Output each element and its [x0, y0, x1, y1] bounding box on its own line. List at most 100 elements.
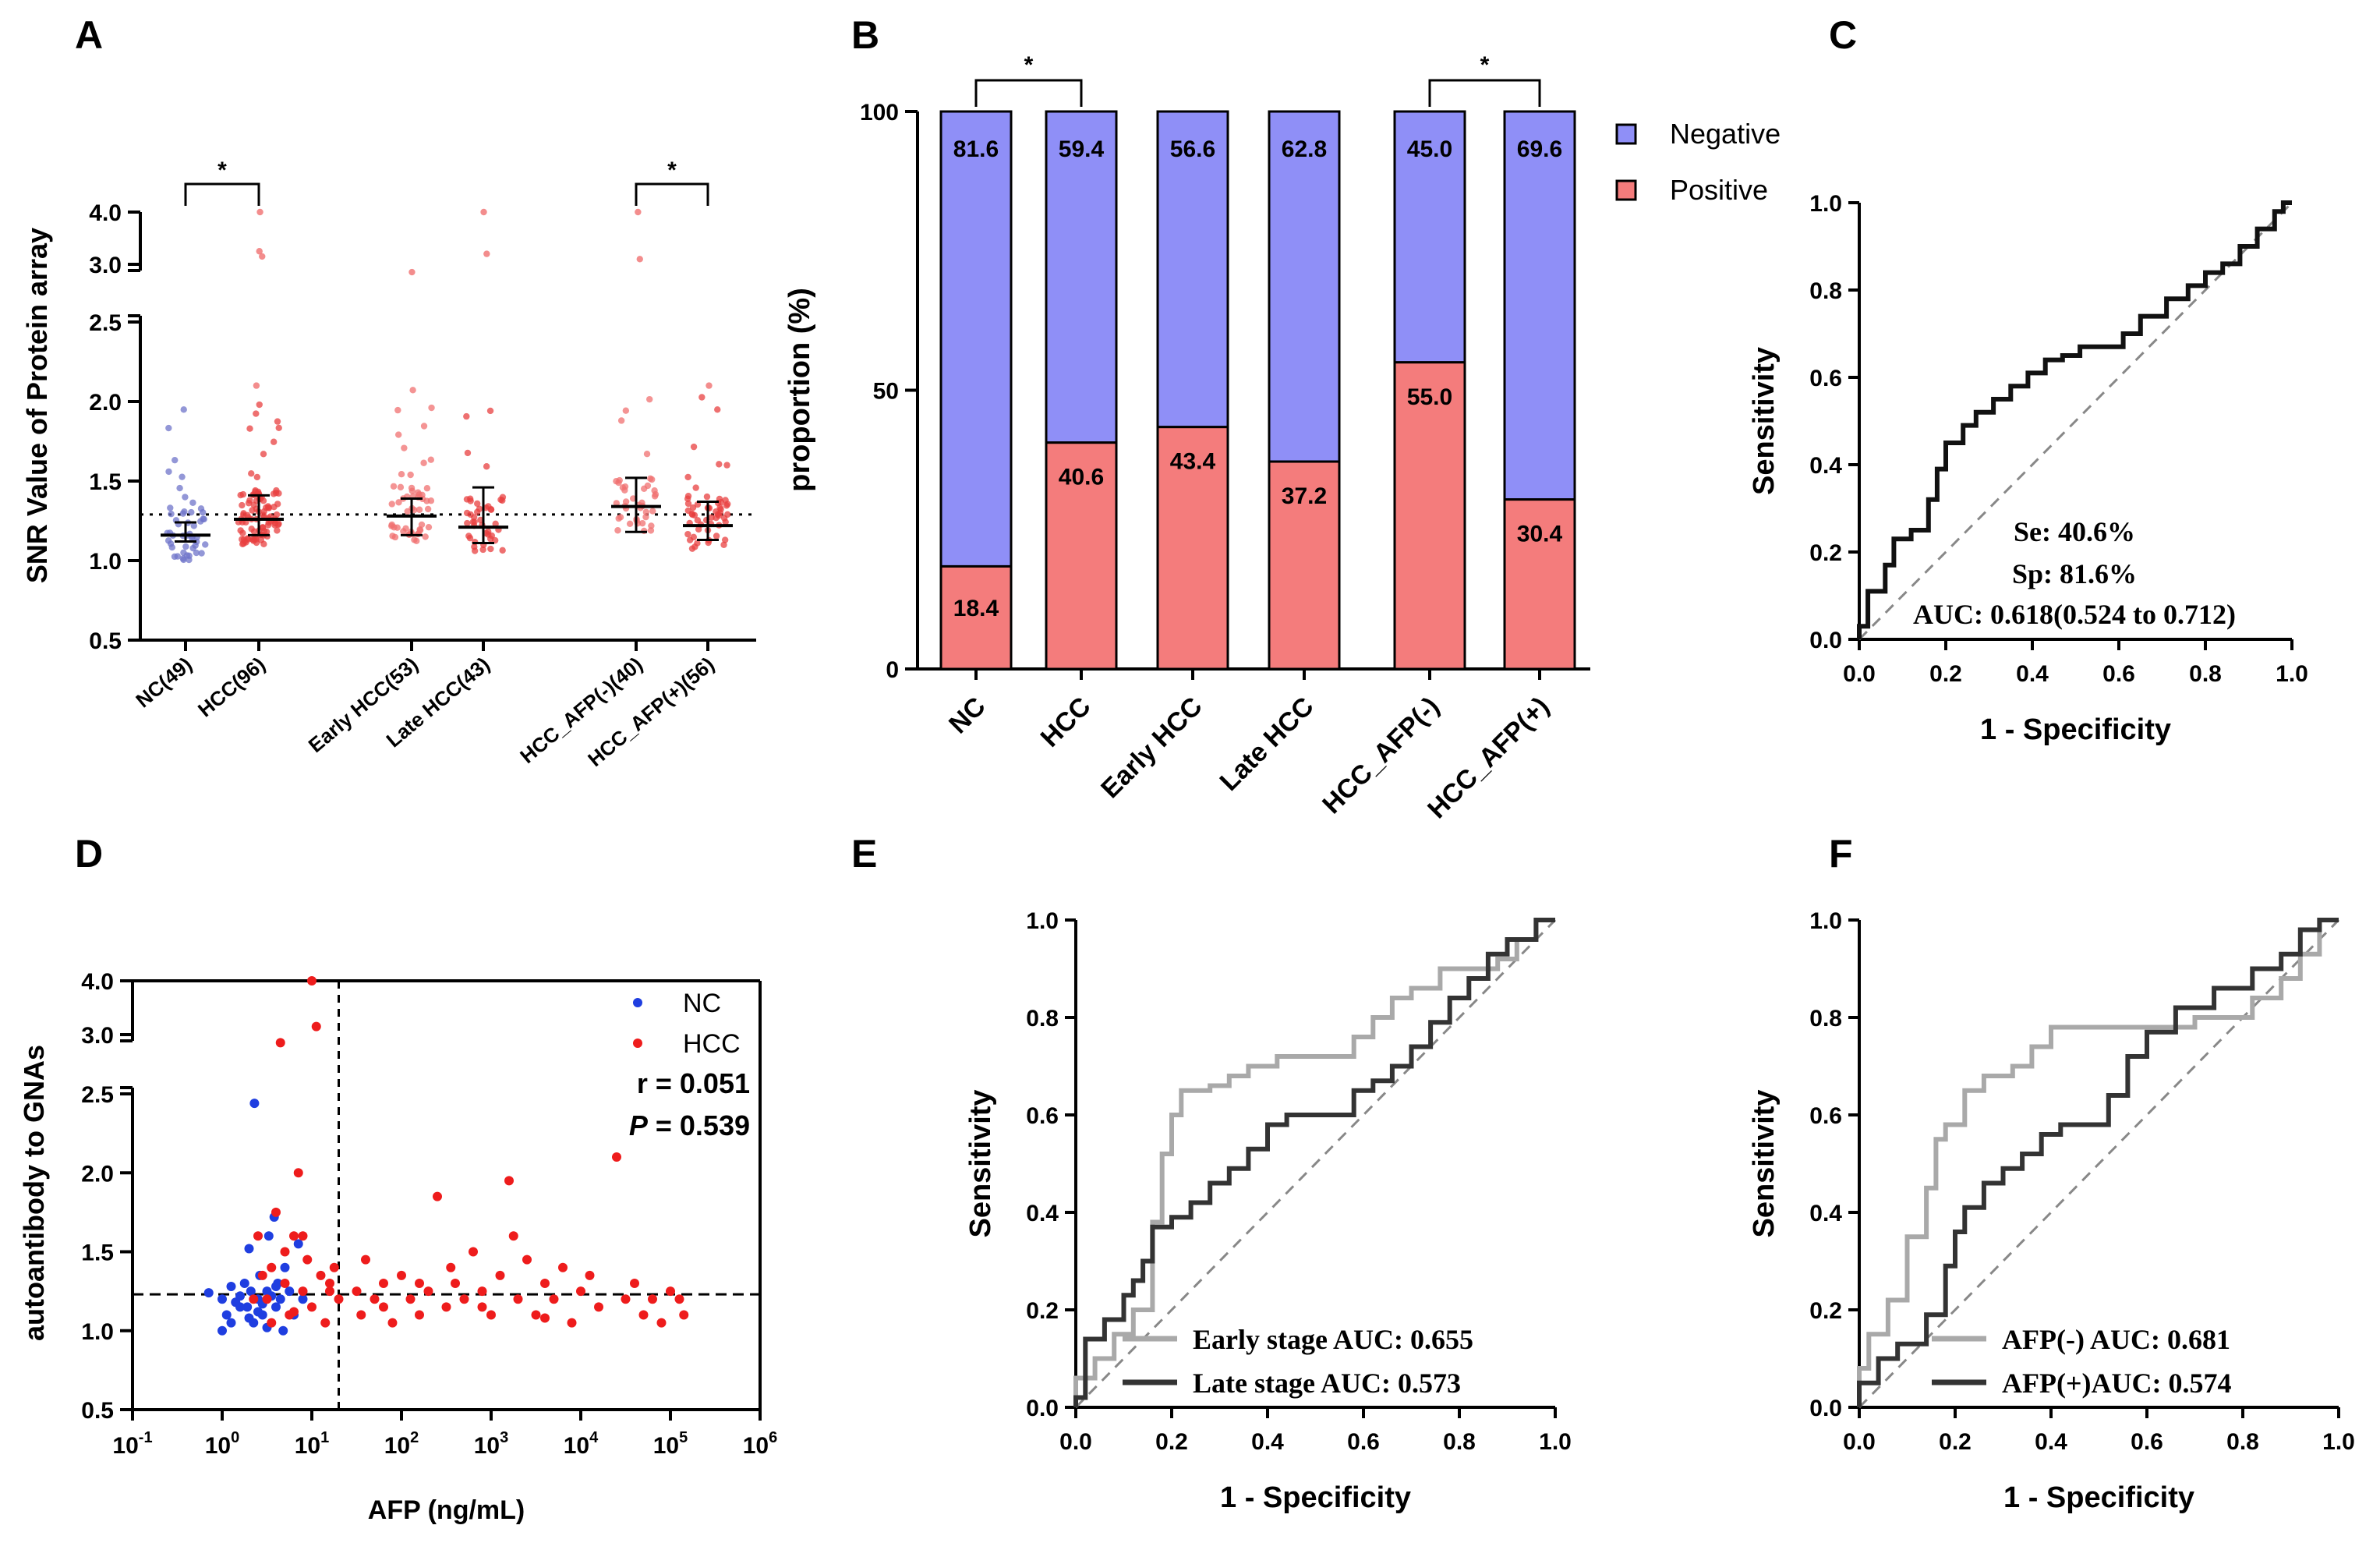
f-x-tick-label: 1.0 — [2322, 1429, 2355, 1455]
d-data-dot-nc — [263, 1231, 274, 1241]
a-data-dot — [713, 533, 720, 540]
a-data-dot — [630, 495, 637, 502]
d-data-dot-nc — [293, 1239, 303, 1249]
a-data-dot — [418, 521, 426, 529]
e-x-tick-label: 1.0 — [1539, 1429, 1572, 1455]
f-y-tick-label: 0.6 — [1809, 1103, 1842, 1129]
a-data-dot — [646, 395, 653, 403]
b-positive-value-label: 37.2 — [1282, 483, 1327, 509]
d-data-dot-hcc — [594, 1302, 603, 1312]
d-data-dot-hcc — [320, 1318, 331, 1328]
a-data-dot — [646, 475, 654, 482]
d-data-dot-hcc — [280, 1247, 290, 1257]
e-y-tick-label: 0.0 — [1026, 1396, 1059, 1421]
d-x-tick-label: 10-1 — [112, 1429, 152, 1459]
b-bar-negative — [1268, 110, 1341, 463]
a-data-dot — [239, 529, 246, 536]
a-data-dot — [413, 537, 420, 545]
d-data-dot-hcc — [504, 1176, 514, 1186]
b-negative-value-label: 69.6 — [1517, 136, 1562, 162]
c-y-tick-label: 1.0 — [1809, 191, 1842, 217]
a-y-tick-label: 4.0 — [89, 200, 122, 226]
b-legend-label-positive: Positive — [1670, 174, 1768, 206]
a-data-dot — [239, 490, 247, 498]
a-data-dot — [684, 530, 691, 538]
a-data-dot — [260, 540, 267, 548]
d-x-tick-label: 104 — [564, 1429, 599, 1459]
c-y-tick-label: 0.6 — [1809, 366, 1842, 391]
a-data-dot — [499, 494, 507, 501]
b-negative-value-label: 59.4 — [1059, 136, 1105, 162]
f-x-tick-label: 0.4 — [2035, 1429, 2067, 1455]
a-data-dot — [190, 522, 197, 529]
a-data-dot — [716, 504, 723, 511]
c-annotation-se: Se: 40.6% — [2014, 516, 2135, 547]
a-data-dot — [487, 545, 494, 553]
d-data-dot-hcc — [352, 1286, 362, 1297]
a-outlier-dot — [259, 253, 266, 260]
a-data-dot — [165, 424, 172, 432]
a-outlier-dot — [706, 382, 713, 389]
a-data-dot — [470, 514, 478, 521]
a-data-dot — [181, 508, 188, 515]
a-data-dot — [260, 527, 268, 535]
a-data-dot — [463, 509, 471, 517]
d-data-dot-hcc — [531, 1310, 541, 1320]
a-data-dot — [622, 498, 630, 505]
b-significance-star: * — [1024, 52, 1034, 78]
e-x-tick-label: 0.4 — [1251, 1429, 1284, 1455]
d-data-dot-nc — [226, 1282, 236, 1292]
panel-b-stacked-bar-chart: 0 50 100 proportion (%) 81.6 18.4 NC 59.4 40.6 HC… — [783, 52, 1781, 824]
d-data-dot-hcc — [558, 1262, 568, 1272]
d-data-dot-nc — [246, 1286, 256, 1297]
d-stat-p: P = 0.539 — [629, 1109, 750, 1141]
e-y-tick-label: 0.2 — [1026, 1298, 1059, 1324]
a-data-dot — [708, 514, 715, 521]
a-data-dot — [684, 473, 691, 481]
a-data-dot — [724, 511, 731, 518]
a-data-dot — [423, 485, 431, 492]
b-y-tick-label: 100 — [860, 100, 899, 126]
b-positive-value-label: 55.0 — [1407, 384, 1452, 410]
d-data-dot-nc — [244, 1244, 254, 1254]
d-data-dot-hcc — [356, 1310, 366, 1320]
d-data-dot-hcc — [329, 1262, 339, 1272]
a-category-label: HCC_AFP(+)(56) — [583, 653, 719, 772]
a-data-dot — [422, 533, 429, 540]
d-data-dot-hcc — [469, 1247, 478, 1257]
b-legend-label-negative: Negative — [1670, 118, 1781, 150]
a-data-dot — [189, 499, 196, 506]
a-data-dot — [165, 468, 172, 476]
a-data-dot — [486, 407, 494, 415]
d-data-dot-hcc — [477, 1286, 487, 1297]
a-data-dot — [256, 401, 263, 409]
a-significance-star: * — [667, 157, 677, 183]
d-data-dot-hcc — [307, 1302, 317, 1312]
d-data-dot-nc — [226, 1318, 236, 1328]
a-data-dot — [394, 406, 401, 414]
a-data-dot — [271, 504, 278, 511]
d-data-dot-nc — [217, 1325, 227, 1336]
e-x-tick-label: 0.0 — [1059, 1429, 1092, 1455]
c-y-tick-label: 0.4 — [1809, 453, 1842, 479]
d-x-tick-label: 103 — [474, 1429, 509, 1459]
a-data-dot — [274, 527, 281, 534]
a-data-dot — [401, 444, 408, 451]
a-data-dot — [239, 536, 246, 543]
a-data-dot — [684, 500, 692, 508]
e-x-axis-title: 1 - Specificity — [1220, 1481, 1411, 1514]
d-data-dot-hcc — [540, 1279, 550, 1288]
f-y-tick-label: 1.0 — [1809, 908, 1842, 934]
d-data-dot-hcc — [361, 1254, 370, 1265]
a-data-dot — [250, 528, 258, 535]
f-y-tick-label: 0.0 — [1809, 1396, 1842, 1421]
panel-label-c: C — [1829, 13, 1857, 57]
a-data-dot — [245, 500, 253, 507]
a-data-dot — [249, 507, 256, 514]
e-y-axis-title: Sensitivity — [964, 1089, 997, 1237]
a-data-dot — [471, 547, 479, 554]
a-data-dot — [182, 543, 189, 550]
a-data-dot — [199, 509, 207, 516]
c-y-tick-label: 0.8 — [1809, 278, 1842, 304]
d-data-dot-hcc — [446, 1262, 456, 1272]
